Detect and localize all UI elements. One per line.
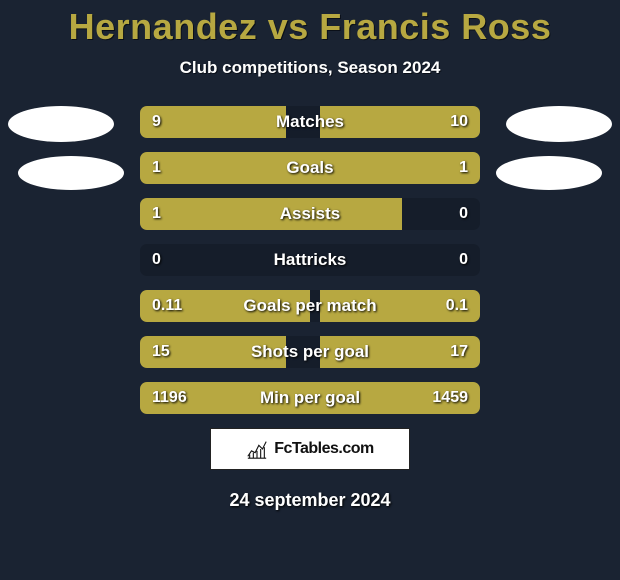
- stat-row: 0.110.1Goals per match: [140, 290, 480, 322]
- stat-label: Shots per goal: [140, 336, 480, 368]
- comparison-content: 910Matches 11Goals 10Assists 00Hattricks 0.1…: [0, 106, 620, 414]
- stat-row: 1517Shots per goal: [140, 336, 480, 368]
- comparison-bars: 910Matches 11Goals 10Assists 00Hattricks 0.1…: [140, 106, 480, 414]
- stat-label: Goals: [140, 152, 480, 184]
- date-label: 24 september 2024: [0, 490, 620, 511]
- stat-label: Hattricks: [140, 244, 480, 276]
- stat-row: 00Hattricks: [140, 244, 480, 276]
- watermark-text: FcTables.com: [274, 440, 374, 458]
- player2-team-placeholder: [496, 156, 602, 190]
- player1-team-placeholder: [18, 156, 124, 190]
- player1-photo-placeholder: [8, 106, 114, 142]
- chart-icon: [246, 438, 268, 460]
- stat-row: 11961459Min per goal: [140, 382, 480, 414]
- page-subtitle: Club competitions, Season 2024: [0, 58, 620, 78]
- stat-row: 910Matches: [140, 106, 480, 138]
- page-title: Hernandez vs Francis Ross: [0, 0, 620, 48]
- stat-label: Assists: [140, 198, 480, 230]
- stat-row: 10Assists: [140, 198, 480, 230]
- stat-label: Min per goal: [140, 382, 480, 414]
- site-watermark: FcTables.com: [210, 428, 410, 470]
- stat-label: Goals per match: [140, 290, 480, 322]
- player2-photo-placeholder: [506, 106, 612, 142]
- stat-label: Matches: [140, 106, 480, 138]
- stat-row: 11Goals: [140, 152, 480, 184]
